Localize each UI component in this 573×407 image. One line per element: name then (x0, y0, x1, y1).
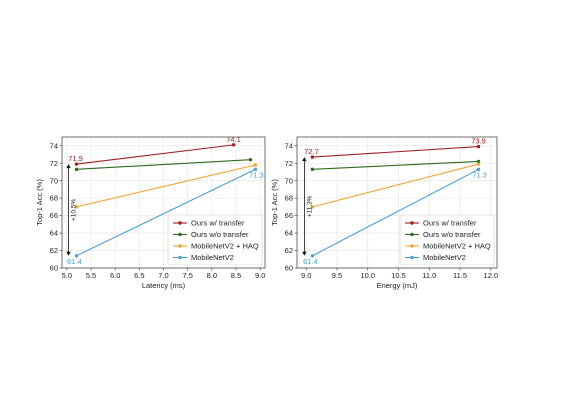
y-tick-label: 64 (50, 229, 58, 238)
y-tick-label: 62 (285, 246, 293, 255)
series-line (312, 146, 479, 158)
x-tick-label: 11.0 (422, 271, 436, 280)
start-value-label: 72.7 (304, 147, 319, 156)
x-tick-label: 8.0 (207, 271, 217, 280)
y-tick-label: 70 (285, 176, 293, 185)
series-line (312, 168, 479, 257)
energy-chart: 9.0 9.5 10.0 10.5 11.0 11.5 12.0 60 62 64 66 68 70 72… (270, 137, 498, 290)
data-point (476, 144, 481, 149)
legend-swatch-marker (410, 221, 414, 225)
end-value-label: 74.1 (226, 135, 241, 144)
y-tick-label: 68 (50, 194, 58, 203)
data-point (253, 167, 258, 172)
x-tick-label: 10.5 (391, 271, 406, 280)
data-point (310, 205, 315, 209)
end-value-label: 73.9 (471, 137, 486, 146)
series-line (76, 168, 256, 257)
data-point (476, 162, 481, 166)
x-tick-label: 8.5 (231, 271, 241, 280)
legend-entry: MobileNetV2 (191, 253, 234, 262)
x-axis-label: Energy (mJ) (377, 281, 418, 290)
series-line (76, 144, 234, 165)
legend-entry: MobileNetV2 (423, 253, 466, 262)
low-value-label: 61.4 (303, 257, 318, 266)
data-point (248, 158, 253, 162)
data-point (74, 254, 79, 258)
y-tick-label: 66 (50, 211, 58, 220)
series-line (312, 160, 479, 170)
legend-swatch-marker (178, 255, 182, 260)
gap-arrow-head-up (66, 164, 71, 169)
right-value-label: 71.3 (472, 170, 487, 179)
y-tick-label: 60 (285, 264, 293, 273)
legend-entry: MobileNetV2 + HAQ (423, 242, 491, 251)
x-tick-label: 7.5 (182, 271, 192, 280)
legend-swatch-marker (410, 232, 414, 237)
data-point (310, 254, 315, 258)
y-tick-label: 68 (285, 194, 293, 203)
data-point (310, 167, 315, 172)
data-point (476, 167, 481, 172)
legend-entry: Ours w/ transfer (423, 219, 477, 228)
right-value-label: 71.3 (249, 170, 264, 179)
start-value-label: 71.9 (68, 154, 83, 163)
data-point (253, 163, 258, 167)
legend-entry: MobileNetV2 + HAQ (191, 242, 259, 251)
y-tick-label: 74 (50, 141, 58, 150)
x-tick-label: 9.0 (255, 271, 265, 280)
y-tick-label: 70 (50, 176, 58, 185)
y-tick-label: 72 (285, 159, 293, 168)
gap-arrow-head-down (66, 251, 71, 256)
legend-entry: Ours w/o transfer (423, 230, 481, 239)
gap-label: +10.5% (71, 199, 78, 221)
data-point (310, 155, 315, 159)
data-point (231, 143, 236, 147)
y-tick-label: 74 (285, 141, 293, 150)
legend-entry: Ours w/ transfer (191, 219, 245, 228)
y-tick-label: 72 (50, 159, 58, 168)
legend-box (399, 214, 495, 266)
y-tick-label: 62 (50, 246, 58, 255)
series-line (76, 164, 256, 208)
y-tick-label: 64 (285, 229, 293, 238)
legend-swatch-marker (410, 255, 414, 260)
series-line (76, 159, 251, 170)
gap-label: +11.3% (306, 195, 313, 217)
y-axis-label: Top-1 Acc (%) (270, 179, 279, 226)
gap-arrow-head-down (302, 251, 307, 256)
legend-swatch-marker (178, 244, 182, 248)
x-tick-label: 6.0 (110, 271, 120, 280)
data-point (74, 162, 79, 166)
latency-chart: 5.0 5.5 6.0 6.5 7.0 7.5 8.0 8.5 9.0 60 62 64 66 68 70 7… (35, 135, 265, 290)
x-tick-label: 5.0 (62, 271, 72, 280)
legend-entry: Ours w/o transfer (191, 230, 249, 239)
legend-swatch-marker (410, 244, 414, 248)
gap-arrow-head-up (302, 157, 307, 162)
data-point (74, 167, 79, 172)
legend-swatch-marker (178, 232, 182, 237)
x-axis-label: Latency (ms) (142, 281, 186, 290)
series-line (312, 163, 479, 208)
x-tick-label: 12.0 (484, 271, 499, 280)
legend-box (167, 214, 263, 266)
x-tick-label: 9.5 (332, 271, 342, 280)
x-tick-label: 5.5 (86, 271, 96, 280)
plot-frame (296, 136, 498, 269)
y-tick-label: 60 (50, 264, 58, 273)
y-tick-label: 66 (285, 211, 293, 220)
x-tick-label: 11.5 (453, 271, 467, 280)
x-tick-label: 10.0 (360, 271, 375, 280)
x-tick-label: 7.0 (158, 271, 168, 280)
legend-swatch-marker (178, 221, 182, 225)
x-tick-label: 9.0 (301, 271, 311, 280)
x-tick-label: 6.5 (134, 271, 144, 280)
y-axis-label: Top-1 Acc (%) (35, 179, 44, 226)
low-value-label: 61.4 (67, 257, 82, 266)
data-point (74, 205, 79, 209)
data-point (476, 159, 481, 164)
